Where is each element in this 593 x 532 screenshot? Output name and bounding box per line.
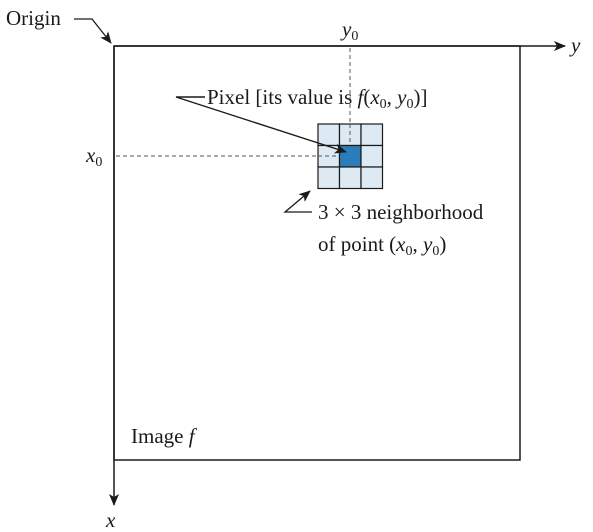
grid-cell: [317, 166, 341, 190]
grid-cell: [360, 166, 384, 190]
y-axis-label: y: [569, 33, 581, 57]
neighborhood-caption-line1: 3 × 3 neighborhood: [318, 200, 484, 224]
origin-leader-arrow: [74, 18, 112, 44]
origin-label: Origin: [6, 6, 61, 30]
center-pixel: [338, 144, 362, 168]
image-label: Image f: [131, 424, 198, 448]
grid-cell: [338, 166, 362, 190]
pixel-pointer-arrow: [175, 96, 347, 154]
y0-label: y0: [340, 17, 358, 44]
x-axis-label: x: [105, 508, 116, 532]
neighborhood-caption-line2: of point (x0, y0): [318, 232, 446, 259]
grid-cell: [360, 123, 384, 147]
grid-cell: [317, 123, 341, 147]
pixel-caption: Pixel [its value is f(x0, y0)]: [207, 85, 428, 112]
neighborhood-pointer-arrow: [283, 190, 312, 213]
x0-label: x0: [85, 143, 102, 170]
grid-cell: [360, 144, 384, 168]
